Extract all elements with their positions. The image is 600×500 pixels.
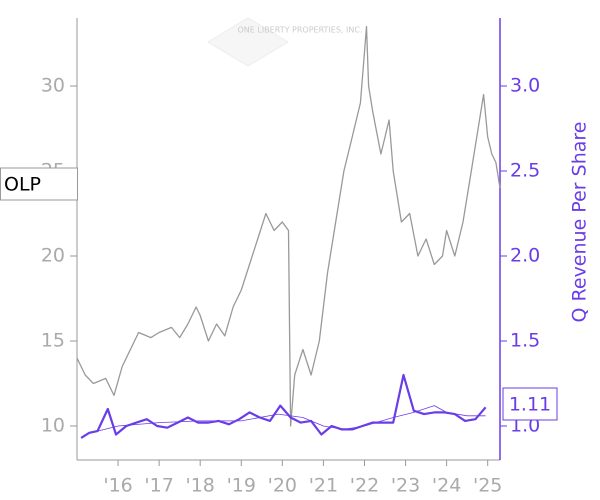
x-tick-label: '22 [350,475,379,497]
series-line [76,25,501,427]
y-tick-label: 10 [41,415,65,437]
y-tick-label: 20 [41,245,65,267]
x-tick-label: '16 [103,475,132,497]
watermark-text: ONE LIBERTY PROPERTIES, INC. [237,26,362,35]
x-tick-label: '21 [309,475,338,497]
last-value-label: 1.11 [509,394,551,416]
y2-axis-label: Q Revenue Per Share [569,122,591,323]
watermark: ONE LIBERTY PROPERTIES, INC. [207,17,363,67]
x-tick-label: '23 [391,475,420,497]
x-tick-label: '18 [186,475,215,497]
x-tick-label: '17 [144,475,173,497]
y2-tick-label: 2.0 [510,245,540,267]
x-tick-label: '25 [473,475,502,497]
series-line [80,373,487,439]
y2-tick-label: 2.5 [510,160,540,182]
y-tick-label: 30 [41,75,65,97]
ticker-label: OLP [4,174,41,196]
ticker-box [0,167,78,201]
last-value-box [502,387,558,421]
y2-tick-label: 1.5 [510,330,540,352]
series-line [97,405,486,432]
x-tick-label: '20 [268,475,297,497]
x-tick-label: '24 [432,475,461,497]
x-tick-label: '19 [227,475,256,497]
y-tick-label: 15 [41,330,65,352]
y2-tick-label: 3.0 [510,75,540,97]
watermark-logo [207,17,289,67]
